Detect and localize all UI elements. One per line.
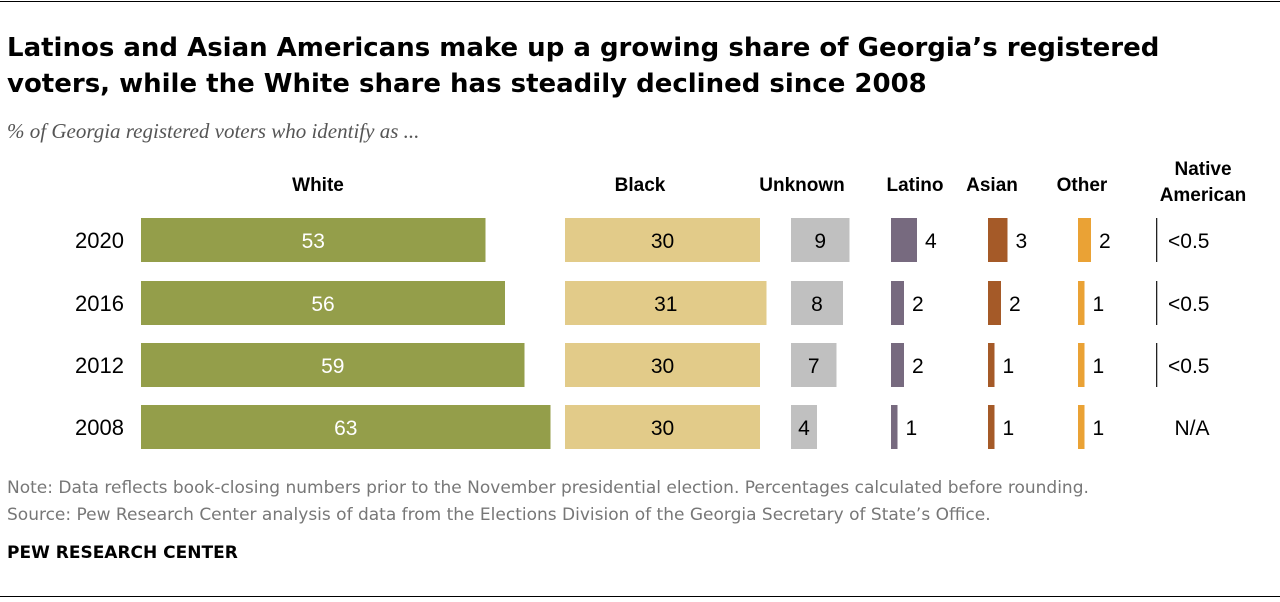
top-rule <box>0 1 1280 2</box>
data-label-asian-2020: 3 <box>1016 230 1028 253</box>
bar-black-2016 <box>565 281 767 325</box>
data-label-other-2008: 1 <box>1093 417 1105 440</box>
bar-native-american-2016 <box>1156 281 1158 325</box>
data-label-white-2012: 59 <box>321 355 344 378</box>
data-label-unknown-2012: 7 <box>808 355 820 378</box>
bottom-rule <box>0 596 1280 597</box>
series-header-native-american-0: Native <box>1174 159 1231 180</box>
data-label-unknown-2020: 9 <box>814 230 826 253</box>
chart-title: Latinos and Asian Americans make up a gr… <box>7 33 1160 99</box>
data-label-asian-2008: 1 <box>1003 417 1015 440</box>
bar-white-2012 <box>141 343 525 387</box>
category-label-2008: 2008 <box>75 415 124 440</box>
bar-unknown-2016 <box>791 281 843 325</box>
bar-black-2012 <box>565 343 760 387</box>
bar-white-2016 <box>141 281 505 325</box>
data-label-black-2020: 30 <box>651 230 674 253</box>
data-label-white-2008: 63 <box>334 417 357 440</box>
data-label-latino-2008: 1 <box>906 417 918 440</box>
data-label-native-american-2008: N/A <box>1174 417 1209 440</box>
series-header-asian: Asian <box>966 175 1018 196</box>
chart-subtitle: % of Georgia registered voters who ident… <box>7 119 420 143</box>
data-label-native-american-2012: <0.5 <box>1168 355 1209 378</box>
bar-unknown-2008 <box>791 405 817 449</box>
bar-native-american-2012 <box>1156 343 1158 387</box>
bar-black-2008 <box>565 405 760 449</box>
bar-asian-2016 <box>988 281 1001 325</box>
category-label-2016: 2016 <box>75 291 124 316</box>
data-label-latino-2016: 2 <box>912 293 924 316</box>
chart-note: Note: Data reflects book-closing numbers… <box>7 478 1089 498</box>
bar-asian-2012 <box>988 343 995 387</box>
data-label-unknown-2016: 8 <box>811 293 823 316</box>
data-label-other-2016: 1 <box>1093 293 1105 316</box>
bar-other-2016 <box>1078 281 1085 325</box>
series-header-black: Black <box>615 175 666 196</box>
bar-asian-2008 <box>988 405 995 449</box>
bar-other-2020 <box>1078 218 1091 262</box>
series-header-unknown: Unknown <box>759 175 845 196</box>
series-header-other: Other <box>1057 175 1108 196</box>
data-label-asian-2016: 2 <box>1009 293 1021 316</box>
data-label-asian-2012: 1 <box>1003 355 1015 378</box>
data-label-black-2008: 30 <box>651 417 674 440</box>
series-header-white: White <box>292 175 344 196</box>
data-label-other-2020: 2 <box>1099 230 1111 253</box>
bar-white-2008 <box>141 405 551 449</box>
brand-logo-text: PEW RESEARCH CENTER <box>7 543 238 563</box>
bar-asian-2020 <box>988 218 1008 262</box>
bar-other-2008 <box>1078 405 1085 449</box>
data-label-black-2016: 31 <box>654 293 677 316</box>
series-header-native-american-1: American <box>1160 185 1247 206</box>
bar-latino-2012 <box>891 343 904 387</box>
series-header-latino: Latino <box>887 175 944 196</box>
data-label-native-american-2016: <0.5 <box>1168 293 1209 316</box>
data-label-latino-2020: 4 <box>925 230 937 253</box>
bar-black-2020 <box>565 218 760 262</box>
bar-latino-2020 <box>891 218 917 262</box>
bar-latino-2008 <box>891 405 898 449</box>
chart-source: Source: Pew Research Center analysis of … <box>7 505 991 525</box>
data-label-latino-2012: 2 <box>912 355 924 378</box>
bar-latino-2016 <box>891 281 904 325</box>
data-label-black-2012: 30 <box>651 355 674 378</box>
data-label-unknown-2008: 4 <box>798 417 810 440</box>
bar-native-american-2020 <box>1156 218 1158 262</box>
chart-svg: 2020201620122008White53565963Black303130… <box>75 159 1247 449</box>
bar-unknown-2012 <box>791 343 837 387</box>
bar-white-2020 <box>141 218 486 262</box>
category-label-2012: 2012 <box>75 353 124 378</box>
data-label-white-2016: 56 <box>311 293 334 316</box>
bar-other-2012 <box>1078 343 1085 387</box>
category-label-2020: 2020 <box>75 228 124 253</box>
data-label-other-2012: 1 <box>1093 355 1105 378</box>
bar-unknown-2020 <box>791 218 850 262</box>
data-label-native-american-2020: <0.5 <box>1168 230 1209 253</box>
data-label-white-2020: 53 <box>302 230 325 253</box>
